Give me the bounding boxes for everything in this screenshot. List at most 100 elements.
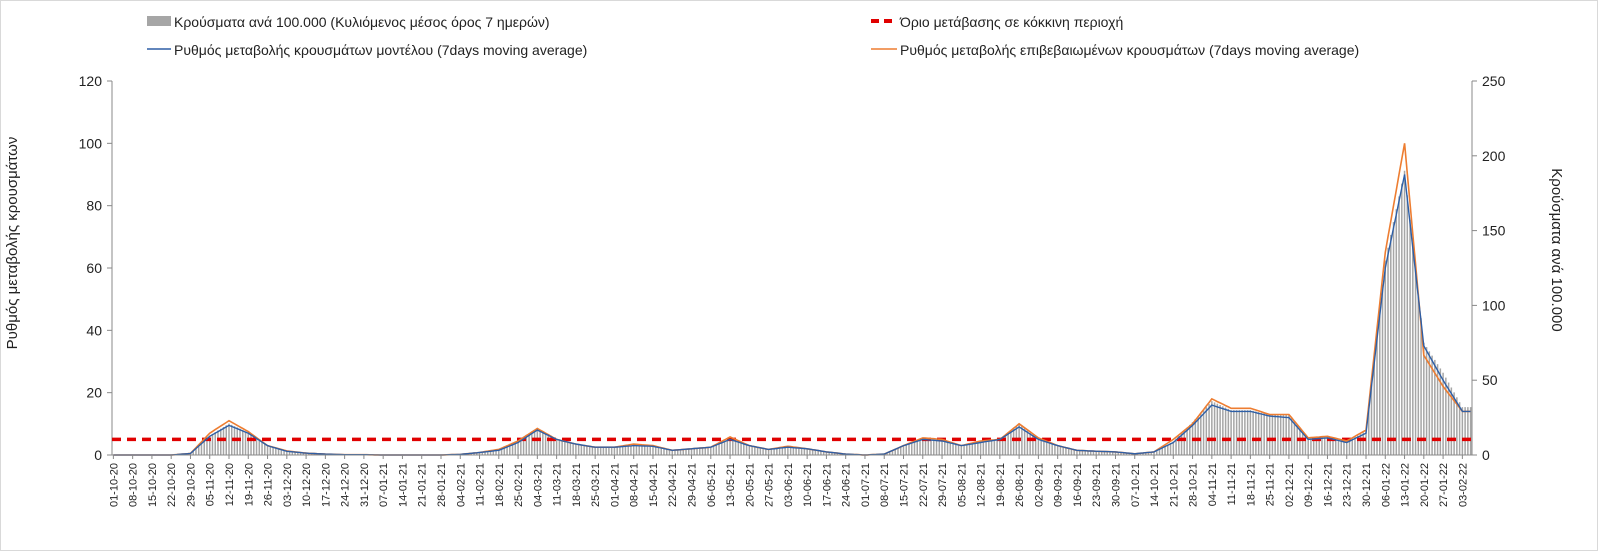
- case-bar: [765, 449, 767, 455]
- case-bar: [539, 430, 541, 455]
- x-tick-label: 03-02-22: [1457, 463, 1469, 507]
- case-bar: [936, 440, 938, 455]
- x-tick-label: 22-04-21: [667, 463, 679, 507]
- case-bar: [905, 445, 907, 455]
- case-bar: [1060, 447, 1062, 455]
- case-bar: [793, 448, 795, 455]
- case-bar: [666, 449, 668, 455]
- x-tick-label: 03-12-20: [282, 463, 294, 507]
- case-bar: [1200, 413, 1202, 455]
- x-tick-label: 06-01-22: [1380, 463, 1392, 507]
- x-tick-label: 08-07-21: [879, 463, 891, 507]
- case-bar: [1470, 407, 1472, 455]
- x-tick-label: 19-11-20: [243, 463, 255, 506]
- case-bar: [1360, 434, 1362, 455]
- case-bar: [578, 445, 580, 455]
- x-tick-label: 01-04-21: [609, 463, 621, 507]
- case-bar: [1013, 428, 1015, 455]
- x-tick-label: 15-04-21: [648, 463, 660, 507]
- case-bar: [614, 448, 616, 455]
- case-bar: [771, 449, 773, 455]
- case-bar: [1291, 418, 1293, 455]
- y-tick-left: 0: [94, 447, 102, 463]
- case-bar: [1261, 413, 1263, 455]
- legend-bars-swatch: [147, 16, 171, 26]
- case-bar: [773, 449, 775, 455]
- case-bar: [900, 447, 902, 455]
- case-bar: [1459, 402, 1461, 455]
- case-bar: [575, 445, 577, 455]
- case-bar: [1294, 421, 1296, 455]
- y-tick-left: 80: [86, 198, 102, 214]
- x-tick-label: 24-12-20: [340, 463, 352, 507]
- case-bar: [267, 446, 269, 455]
- case-bar: [245, 431, 247, 455]
- case-bar: [217, 430, 219, 455]
- case-bar: [925, 439, 927, 455]
- case-bar: [600, 448, 602, 455]
- case-bar: [806, 449, 808, 455]
- case-bar: [542, 431, 544, 455]
- case-bar: [1046, 443, 1048, 455]
- case-bar: [1349, 440, 1351, 455]
- case-bar: [1225, 408, 1227, 455]
- x-tick-label: 24-06-21: [841, 463, 853, 507]
- case-bar: [1222, 406, 1224, 455]
- case-bar: [699, 448, 701, 455]
- case-bar: [933, 440, 935, 455]
- case-bar: [1029, 433, 1031, 455]
- x-tick-label: 23-12-21: [1342, 463, 1354, 507]
- case-bar: [603, 448, 605, 455]
- case-bar: [713, 446, 715, 455]
- y-axis-left-title: Ρυθμός μεταβολής κρουσμάτων: [4, 137, 21, 350]
- x-tick-label: 17-06-21: [821, 463, 833, 507]
- x-tick-label: 23-09-21: [1091, 463, 1103, 507]
- case-bar: [939, 440, 941, 455]
- case-bar: [1266, 414, 1268, 455]
- x-tick-label: 26-11-20: [263, 463, 275, 506]
- case-bar: [768, 450, 770, 455]
- case-bar: [1429, 351, 1431, 455]
- case-bar: [1269, 415, 1271, 455]
- case-bar: [707, 448, 709, 455]
- legend-confirmed-label: Ρυθμός μεταβολής επιβεβαιωμένων κρουσμάτ…: [900, 42, 1359, 58]
- case-bar: [1407, 195, 1409, 455]
- case-bar: [1211, 401, 1213, 455]
- x-tick-label: 08-04-21: [629, 463, 641, 507]
- case-bar: [1186, 428, 1188, 455]
- case-bar: [583, 446, 585, 455]
- case-bar: [1324, 437, 1326, 455]
- case-bar: [815, 450, 817, 455]
- case-bar: [619, 447, 621, 455]
- case-bar: [589, 447, 591, 455]
- case-bar: [804, 449, 806, 455]
- case-bar: [259, 440, 261, 455]
- case-bar: [1462, 407, 1464, 455]
- case-bar: [537, 428, 539, 455]
- case-bar: [561, 440, 563, 455]
- case-bar: [1418, 294, 1420, 455]
- x-tick-label: 21-10-21: [1168, 463, 1180, 507]
- case-bar: [809, 449, 811, 455]
- x-tick-label: 04-02-21: [455, 463, 467, 507]
- case-bar: [572, 444, 574, 455]
- case-bar: [660, 448, 662, 455]
- case-bar: [630, 446, 632, 455]
- case-bar: [1390, 235, 1392, 455]
- case-bar: [1343, 441, 1345, 455]
- case-bar: [1203, 410, 1205, 455]
- case-bar: [1214, 402, 1216, 455]
- case-bar: [911, 443, 913, 455]
- x-tick-label: 14-01-21: [397, 463, 409, 507]
- case-bar: [947, 442, 949, 455]
- case-bar: [597, 448, 599, 455]
- case-bar: [611, 448, 613, 455]
- case-bar: [1230, 410, 1232, 455]
- case-bar: [751, 447, 753, 455]
- case-bar: [237, 427, 239, 455]
- case-bar: [248, 433, 250, 455]
- x-tick-label: 01-07-21: [860, 463, 872, 507]
- x-tick-label: 29-04-21: [687, 463, 699, 507]
- case-bar: [228, 424, 230, 455]
- case-bar: [735, 441, 737, 455]
